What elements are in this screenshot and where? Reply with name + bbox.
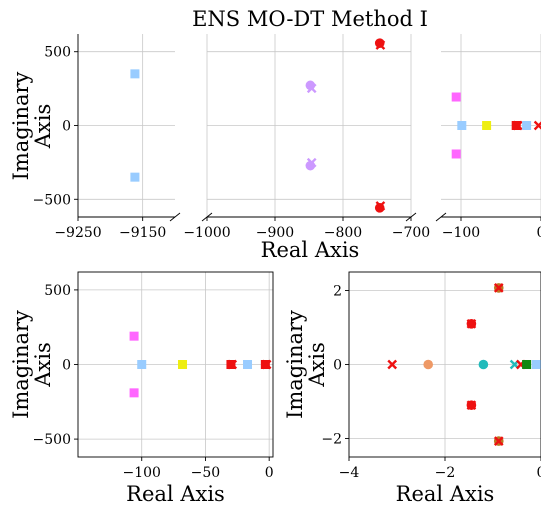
data-point-14: [531, 360, 541, 369]
data-point-0: [387, 359, 398, 370]
x-tick-label: −100: [122, 465, 160, 481]
axis-break-mark: [169, 212, 181, 222]
x-tick-label: 0: [537, 465, 541, 481]
x-tick-label: −800: [324, 225, 362, 241]
x-tick-label: −700: [392, 225, 430, 241]
data-point-5: [466, 400, 477, 411]
top-segment-3: −100 0: [435, 34, 541, 241]
data-point-10: [451, 92, 461, 102]
data-point-5: [306, 157, 317, 168]
data-point-6: [478, 359, 489, 370]
top-broken-axis-chart: −9250−91505000−500−1000−900−800−700−1000…: [9, 34, 541, 262]
x-axis-label: Real Axis: [261, 238, 360, 262]
y-axis-label: Axis: [31, 104, 55, 150]
x-tick-label: −9150: [119, 225, 166, 241]
data-point-3: [178, 360, 188, 369]
plots-layer: −9250−91505000−500−1000−900−800−700−1000…: [9, 34, 541, 506]
data-point-12: [457, 121, 467, 130]
data-point-0: [129, 331, 139, 341]
data-point-8: [493, 283, 504, 293]
data-point-13: [522, 360, 532, 369]
x-tick-label: −9250: [54, 225, 101, 241]
data-point-6: [243, 360, 253, 369]
data-point-3: [306, 83, 317, 94]
data-point-1: [423, 359, 434, 370]
x-axis-label: Real Axis: [396, 482, 495, 506]
y-tick-label: 0: [62, 358, 71, 374]
figure-title: ENS MO-DT Method I: [192, 7, 428, 31]
axis-break-mark: [405, 212, 417, 222]
y-tick-label: 2: [333, 284, 342, 300]
x-tick-label: 0: [265, 465, 274, 481]
x-tick-label: −50: [191, 465, 221, 481]
data-point-7: [375, 40, 386, 50]
data-point-11: [451, 149, 461, 159]
axis-break-mark: [201, 212, 213, 222]
x-tick-label: −900: [256, 225, 294, 241]
y-axis-label: Axis: [31, 342, 55, 388]
data-point-17: [533, 120, 541, 131]
y-tick-label: −2: [321, 432, 342, 448]
x-tick-label: −4: [339, 465, 360, 481]
y-axis-label: Imaginary: [283, 310, 307, 419]
data-point-9: [375, 201, 386, 211]
y-tick-label: −500: [33, 192, 71, 208]
y-tick-label: −500: [33, 432, 71, 448]
data-point-0: [130, 69, 140, 79]
data-point-2: [137, 360, 147, 369]
data-point-4: [466, 318, 477, 329]
x-tick-label: −2: [435, 465, 456, 481]
top-segment-2: −1000 −900 −800 −700: [183, 34, 430, 241]
y-axis-label: Axis: [305, 342, 329, 388]
data-point-1: [130, 172, 140, 182]
y-tick-label: 500: [44, 45, 71, 61]
y-axis-label: Imaginary: [9, 71, 33, 180]
top-segment-1: −9250 −9150 500 0 −500: [33, 34, 181, 241]
x-tick-label: 0: [537, 225, 541, 241]
y-axis-label: Imaginary: [9, 310, 33, 419]
data-point-8: [261, 359, 272, 370]
data-point-15: [512, 120, 523, 131]
data-point-1: [129, 388, 139, 398]
data-point-16: [522, 121, 532, 130]
axis-break-mark: [435, 212, 447, 222]
data-point-10: [493, 436, 504, 446]
x-tick-label: −1000: [183, 225, 230, 241]
x-tick-label: −100: [442, 225, 480, 241]
y-tick-label: 0: [62, 119, 71, 135]
y-tick-label: 0: [333, 358, 342, 374]
y-tick-label: 500: [44, 283, 71, 299]
data-point-13: [482, 121, 492, 130]
data-point-5: [227, 359, 238, 370]
x-axis-label: Real Axis: [126, 482, 225, 506]
